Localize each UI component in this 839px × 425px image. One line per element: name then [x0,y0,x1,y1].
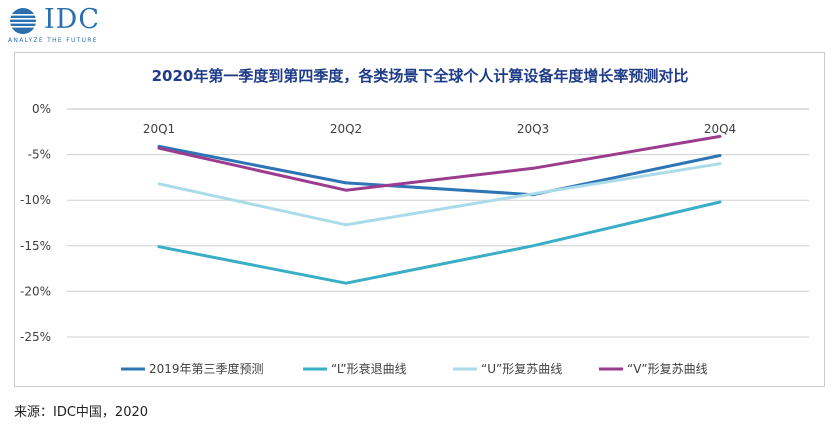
logo-tagline: ANALYZE THE FUTURE [8,37,98,44]
series-line [157,162,722,227]
series-line [157,144,722,197]
logo-wordmark: IDC [44,4,100,35]
series-line [157,134,722,192]
category-label: 20Q2 [330,122,362,136]
y-tick-label: -25% [20,330,51,344]
source-note: 来源：IDC中国，2020 [14,405,149,420]
legend-label: 2019年第三季度预测 [149,361,264,376]
chart-title: 2020年第一季度到第四季度，各类场景下全球个人计算设备年度增长率预测对比 [152,67,689,85]
y-tick-label: -10% [20,193,51,207]
legend-label: “L”形衰退曲线 [331,361,407,376]
category-label: 20Q3 [517,122,549,136]
category-label: 20Q4 [704,122,736,136]
series-line [157,200,722,285]
chart-frame: 2020年第一季度到第四季度，各类场景下全球个人计算设备年度增长率预测对比 0%… [14,52,825,387]
category-label: 20Q1 [143,122,175,136]
y-tick-label: -5% [28,148,51,162]
line-chart: 2020年第一季度到第四季度，各类场景下全球个人计算设备年度增长率预测对比 0%… [20,67,809,376]
y-tick-label: -20% [20,284,51,298]
legend-label: “V”形复苏曲线 [627,362,708,376]
y-tick-label: 0% [32,102,51,116]
y-tick-label: -15% [20,239,51,253]
globe-icon [9,8,37,34]
legend-label: “U”形复苏曲线 [481,362,562,376]
idc-logo: IDC ANALYZE THE FUTURE [8,4,128,44]
